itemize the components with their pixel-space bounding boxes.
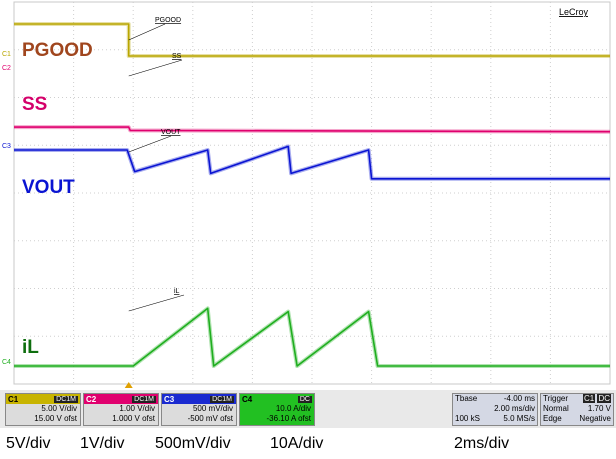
coupling-badge: DC <box>297 395 312 403</box>
scale-caption-row: 5V/div 1V/div 500mV/div 10A/div 2ms/div <box>0 431 616 459</box>
channel-box-c1[interactable]: C1 DC1M 5.00 V/div 15.00 V ofst <box>5 393 81 426</box>
scale-caption-time: 2ms/div <box>454 435 510 452</box>
probe-pointer <box>128 59 183 77</box>
scale-caption-c4: 10A/div <box>270 435 324 452</box>
channel-box-c3[interactable]: C3 DC1M 500 mV/div -500 mV ofst <box>161 393 237 426</box>
trace-il <box>14 307 610 367</box>
channel-tag-c2: C2 <box>2 65 11 72</box>
coupling-badge: DC1M <box>132 395 156 403</box>
brand-logo: LeCroy <box>559 7 589 17</box>
trigger-channel: C1 <box>582 394 596 403</box>
trigger-coupling: DC <box>597 394 611 403</box>
probe-label-pgood: PGOOD <box>155 17 181 24</box>
channel-id: C3 <box>164 394 175 404</box>
trace-pgood <box>14 23 610 57</box>
probe-pointer <box>128 23 166 41</box>
probe-label-vout: VOUT <box>161 129 181 136</box>
sample-count: 100 kS <box>455 414 480 423</box>
oscilloscope-screen: C1 PGOOD PGOOD C2 SS SS C3 VOUT VOUT C4 iL iL LeCro… <box>2 1 611 388</box>
channel-tag-c1: C1 <box>2 51 11 58</box>
trigger-mode: Normal <box>543 404 569 413</box>
trigger-box[interactable]: Trigger C1 DC Normal 1.70 V Edge Negativ… <box>540 393 614 426</box>
channel-id: C2 <box>86 394 97 404</box>
probe-label-ss: SS <box>172 53 182 60</box>
coupling-badge: DC1M <box>210 395 234 403</box>
tbase-value: -4.00 ms <box>503 394 535 403</box>
trace-label-pgood: PGOOD <box>22 40 93 61</box>
trigger-marker <box>124 382 133 388</box>
channel-scale: 1.00 V/div <box>119 404 155 413</box>
probe-label-il: iL <box>174 288 180 295</box>
channel-tag-c3: C3 <box>2 143 11 150</box>
time-per-div: 2.00 ms/div <box>494 404 535 413</box>
channel-offset: 15.00 V ofst <box>34 414 77 423</box>
channel-scale: 10.0 A/div <box>275 404 311 413</box>
trace-label-il: iL <box>22 337 39 358</box>
trigger-type: Edge <box>543 414 562 423</box>
scale-caption-c1: 5V/div <box>6 435 51 452</box>
channel-box-c4[interactable]: C4 DC 10.0 A/div -36.10 A ofst <box>239 393 315 426</box>
sample-rate: 5.0 MS/s <box>503 414 535 423</box>
trace-label-vout: VOUT <box>22 177 75 198</box>
scope-labels: C1 PGOOD PGOOD C2 SS SS C3 VOUT VOUT C4 iL iL <box>2 17 185 388</box>
channel-offset: -36.10 A ofst <box>266 414 311 423</box>
scope-grid <box>13 1 611 385</box>
channel-id: C1 <box>8 394 19 404</box>
trigger-slope: Negative <box>579 414 611 423</box>
trace-vout <box>14 145 610 180</box>
probe-pointer <box>128 135 172 153</box>
scale-caption-c3: 500mV/div <box>155 435 231 452</box>
trigger-level: 1.70 V <box>587 404 611 413</box>
channel-box-c2[interactable]: C2 DC1M 1.00 V/div 1.000 V ofst <box>83 393 159 426</box>
channel-id: C4 <box>242 394 253 404</box>
channel-offset: -500 mV ofst <box>187 414 233 423</box>
trace-ss <box>14 126 611 133</box>
channel-tag-c4: C4 <box>2 359 11 366</box>
trace-label-ss: SS <box>22 94 47 115</box>
channel-scale: 500 mV/div <box>192 404 233 413</box>
timebase-box[interactable]: Tbase -4.00 ms 2.00 ms/div 100 kS 5.0 MS… <box>452 393 538 426</box>
channel-offset: 1.000 V ofst <box>112 414 155 423</box>
scale-caption-c2: 1V/div <box>80 435 125 452</box>
tbase-label: Tbase <box>455 394 478 403</box>
channel-scale: 5.00 V/div <box>41 404 77 413</box>
coupling-badge: DC1M <box>54 395 78 403</box>
scope-traces <box>14 22 611 368</box>
probe-pointer <box>128 294 185 312</box>
trigger-label: Trigger <box>543 394 569 403</box>
